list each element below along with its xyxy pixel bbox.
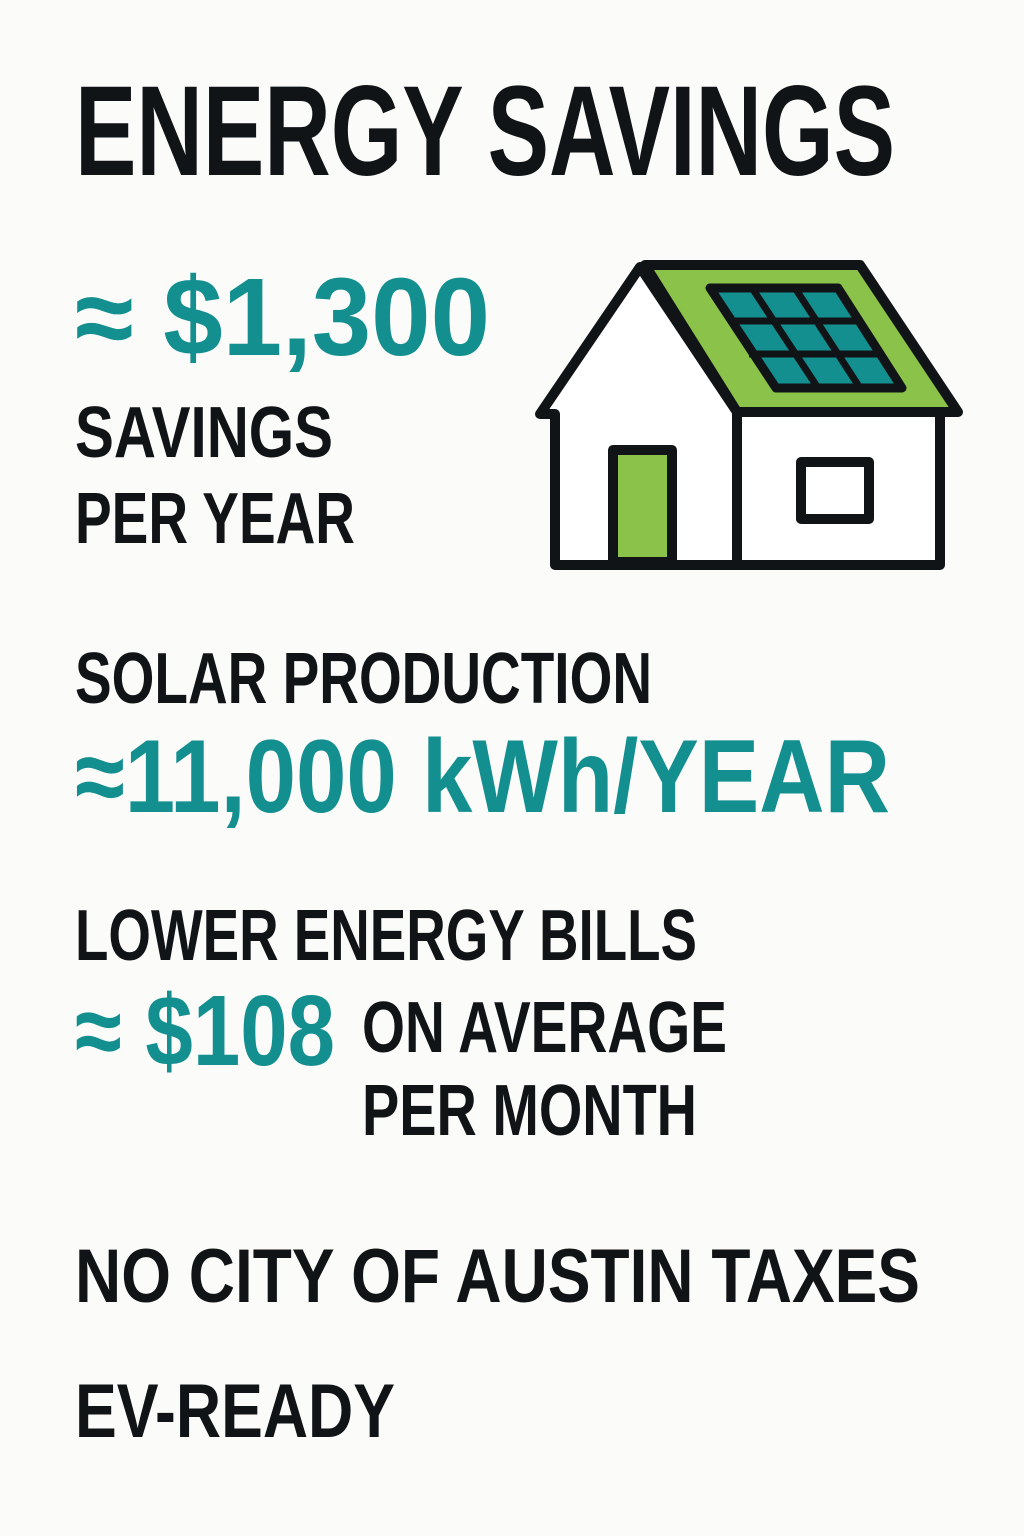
feature: EV-READY bbox=[75, 1369, 395, 1454]
savings-label: SAVINGS bbox=[75, 393, 333, 473]
bills-label: LOWER ENERGY BILLS bbox=[75, 896, 697, 976]
feature: NO CITY OF AUSTIN TAXES bbox=[75, 1234, 920, 1319]
savings-label: PER YEAR bbox=[75, 479, 355, 559]
savings-value: ≈ $1,300 bbox=[75, 256, 490, 379]
bills-note: ON AVERAGE bbox=[362, 988, 727, 1068]
bills-value: ≈ $108 bbox=[75, 975, 335, 1087]
bills-note: PER MONTH bbox=[362, 1071, 697, 1151]
title: ENERGY SAVINGS bbox=[75, 60, 895, 203]
solar-label: SOLAR PRODUCTION bbox=[75, 639, 652, 719]
house-icon bbox=[535, 260, 963, 570]
solar-value: ≈11,000 kWh/YEAR bbox=[75, 719, 890, 835]
